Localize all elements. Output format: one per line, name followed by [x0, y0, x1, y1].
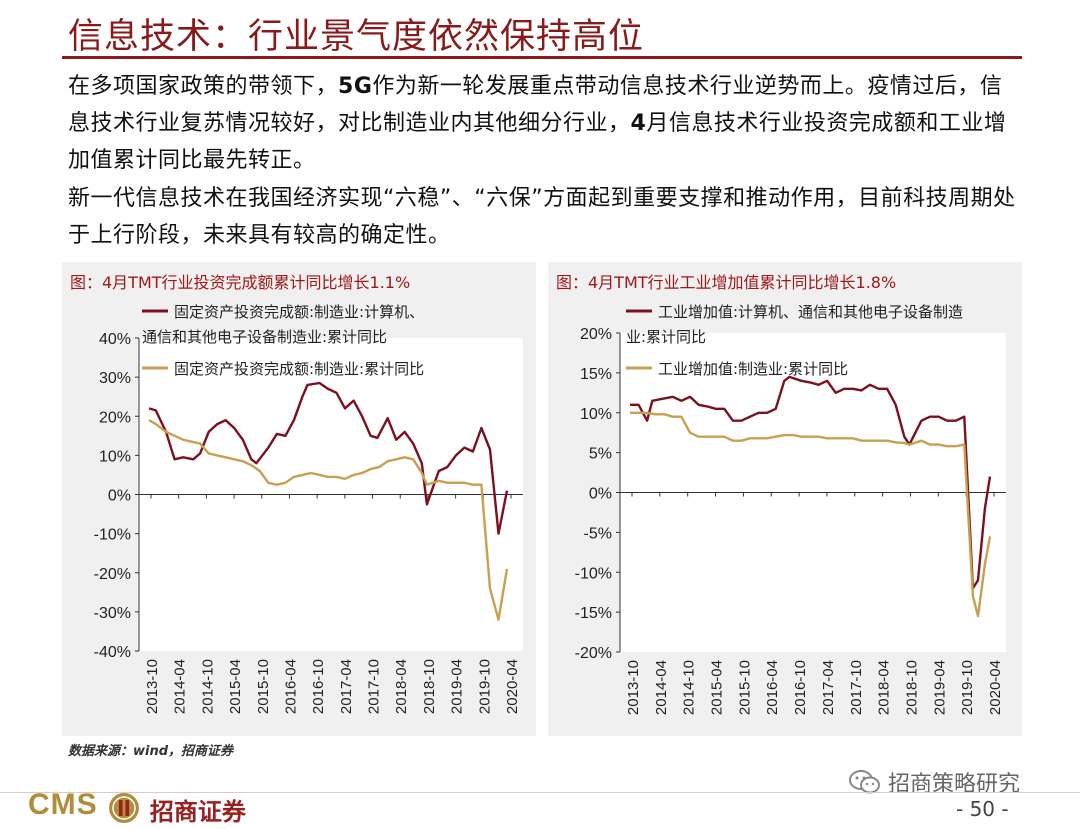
logo-emblem-icon	[107, 791, 141, 829]
x-tick-label: 2017-04	[820, 660, 837, 715]
x-tick-label: 2014-10	[681, 660, 698, 715]
logo-latin: CMS	[28, 788, 98, 821]
paragraph-1-month: 4	[630, 111, 647, 136]
x-tick-label: 2013-10	[144, 659, 161, 714]
x-tick-label: 2015-04	[227, 659, 244, 714]
y-tick-label: 20%	[580, 326, 612, 343]
x-tick-label: 2014-04	[172, 659, 189, 714]
x-tick-label: 2020-04	[987, 660, 1004, 715]
x-tick-label: 2019-10	[476, 659, 493, 714]
logo-chinese-name: 招商证券	[149, 797, 246, 826]
x-tick-label: 2017-04	[338, 659, 355, 714]
x-tick-label: 2016-04	[282, 659, 299, 714]
title-divider	[62, 56, 1022, 59]
y-tick-label: 5%	[589, 446, 612, 463]
y-tick-label: -20%	[575, 645, 612, 662]
paragraph-2: 新一代信息技术在我国经济实现“六稳”、“六保”方面起到重要支撑和推动作用，目前科…	[68, 186, 1016, 248]
x-tick-label: 2017-10	[848, 660, 865, 715]
paragraph-1-5g: 5G	[338, 74, 373, 99]
x-tick-label: 2018-04	[393, 659, 410, 714]
legend-label-1: 工业增加值:计算机、通信和其他电子设备制造	[658, 303, 963, 321]
y-tick-label: 10%	[99, 448, 131, 465]
chart-title-value-added: 图：4月TMT行业工业增加值累计同比增长1.8%	[556, 273, 897, 292]
y-tick-label: -5%	[584, 525, 612, 542]
company-logo: CMS 招商证券	[28, 788, 246, 829]
x-tick-label: 2019-10	[959, 660, 976, 715]
page-title: 信息技术：行业景气度依然保持高位	[68, 17, 645, 57]
series-line-2	[630, 411, 992, 618]
chart-legend: 工业增加值:计算机、通信和其他电子设备制造业:累计同比工业增加值:制造业:累计同…	[626, 303, 963, 378]
y-tick-label: 0%	[589, 486, 612, 503]
legend-label-1-cont: 业:累计同比	[626, 328, 706, 346]
x-tick-label: 2014-10	[199, 659, 216, 714]
x-tick-label: 2013-10	[625, 660, 642, 715]
y-tick-label: -30%	[94, 605, 131, 622]
y-tick-label: -10%	[94, 527, 131, 544]
page-number: - 50 -	[956, 797, 1009, 821]
legend-label-2: 工业增加值:制造业:累计同比	[658, 360, 848, 378]
paragraph-1-part-a: 在多项国家政策的带领下，	[68, 74, 339, 99]
x-tick-label: 2018-10	[421, 659, 438, 714]
y-tick-label: 20%	[99, 409, 131, 426]
chart-title-investment: 图：4月TMT行业投资完成额累计同比增长1.1%	[70, 273, 411, 292]
y-tick-label: 10%	[580, 406, 612, 423]
chart-panel-value-added: 图：4月TMT行业工业增加值累计同比增长1.8% 20% 15% 10% 5% 0% -5…	[548, 262, 1022, 736]
paragraph-1-part-e: 月信息技术行业投资完成额和工业增加值累计同比最先转正。	[68, 111, 1007, 173]
wechat-account-name: 招商策略研究	[888, 772, 1021, 797]
x-tick-label: 2019-04	[931, 660, 948, 715]
legend-label-1: 固定资产投资完成额:制造业:计算机、	[174, 303, 424, 321]
y-tick-label: -15%	[575, 605, 612, 622]
x-tick-label: 2018-10	[903, 660, 920, 715]
chart-legend: 固定资产投资完成额:制造业:计算机、通信和其他电子设备制造业:累计同比固定资产投…	[142, 303, 424, 378]
legend-label-1-cont: 通信和其他电子设备制造业:累计同比	[142, 328, 387, 346]
x-tick-label: 2016-10	[310, 659, 327, 714]
y-tick-label: 40%	[99, 331, 131, 348]
x-tick-label: 2020-04	[504, 659, 521, 714]
y-tick-label: 0%	[108, 488, 131, 505]
y-tick-label: 30%	[99, 370, 131, 387]
series-line-1	[630, 375, 992, 590]
x-tick-label: 2015-10	[255, 659, 272, 714]
footer-divider	[0, 792, 1080, 793]
series-line-1	[148, 381, 509, 535]
y-tick-label: 15%	[580, 366, 612, 383]
x-tick-label: 2019-04	[449, 659, 466, 714]
x-tick-label: 2016-10	[792, 660, 809, 715]
series-line-2	[148, 419, 509, 621]
chart-value-added: 20% 15% 10% 5% 0% -5% -10% -15% -20% 2013-10 2014-…	[575, 303, 1006, 715]
x-tick-label: 2014-04	[653, 660, 670, 715]
paragraph-1-part-c: 作为新一轮发展重点带动信息技术行业逆势而上。疫情过后，信息技术行业复苏情况较好，…	[68, 74, 1003, 136]
y-tick-label: -10%	[575, 565, 612, 582]
wechat-icon	[848, 768, 882, 802]
x-tick-label: 2016-04	[764, 660, 781, 715]
x-tick-label: 2018-04	[876, 660, 893, 715]
y-tick-label: -40%	[94, 644, 131, 661]
x-tick-label: 2017-10	[366, 659, 383, 714]
chart-investment: 40% 30% 20% 10% 0% -10% -20% -30% -40% 2013-10 201…	[94, 303, 523, 714]
x-tick-label: 2015-04	[709, 660, 726, 715]
paragraph-1: 在多项国家政策的带领下，5G作为新一轮发展重点带动信息技术行业逆势而上。疫情过后…	[68, 68, 1018, 179]
chart-panel-investment: 图：4月TMT行业投资完成额累计同比增长1.1% 40% 30% 20% 10% 0% -…	[62, 262, 536, 736]
data-source: 数据来源：wind，招商证券	[68, 744, 234, 759]
legend-label-2: 固定资产投资完成额:制造业:累计同比	[174, 360, 424, 378]
y-tick-label: -20%	[94, 566, 131, 583]
x-tick-label: 2015-10	[736, 660, 753, 715]
